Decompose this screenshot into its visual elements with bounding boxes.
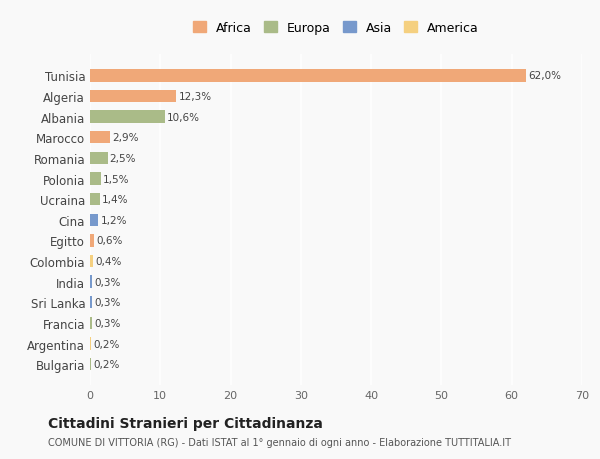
Text: Cittadini Stranieri per Cittadinanza: Cittadini Stranieri per Cittadinanza bbox=[48, 416, 323, 430]
Bar bbox=[90, 235, 94, 247]
Bar bbox=[90, 152, 107, 165]
Bar bbox=[90, 214, 98, 226]
Text: 0,3%: 0,3% bbox=[94, 297, 121, 308]
Text: 10,6%: 10,6% bbox=[167, 112, 200, 123]
Bar bbox=[90, 338, 91, 350]
Bar bbox=[90, 132, 110, 144]
Text: 1,5%: 1,5% bbox=[103, 174, 129, 184]
Text: 2,9%: 2,9% bbox=[112, 133, 139, 143]
Text: 0,4%: 0,4% bbox=[95, 257, 121, 267]
Text: 0,2%: 0,2% bbox=[94, 359, 120, 369]
Bar bbox=[90, 111, 164, 123]
Text: 12,3%: 12,3% bbox=[179, 92, 212, 102]
Bar bbox=[90, 276, 92, 288]
Text: 2,5%: 2,5% bbox=[110, 154, 136, 163]
Text: 62,0%: 62,0% bbox=[528, 71, 561, 81]
Bar bbox=[90, 70, 526, 83]
Bar bbox=[90, 358, 91, 370]
Text: 0,2%: 0,2% bbox=[94, 339, 120, 349]
Text: 0,6%: 0,6% bbox=[97, 236, 123, 246]
Text: COMUNE DI VITTORIA (RG) - Dati ISTAT al 1° gennaio di ogni anno - Elaborazione T: COMUNE DI VITTORIA (RG) - Dati ISTAT al … bbox=[48, 437, 511, 447]
Legend: Africa, Europa, Asia, America: Africa, Europa, Asia, America bbox=[190, 18, 482, 39]
Text: 0,3%: 0,3% bbox=[94, 318, 121, 328]
Bar bbox=[90, 194, 100, 206]
Text: 0,3%: 0,3% bbox=[94, 277, 121, 287]
Text: 1,4%: 1,4% bbox=[102, 195, 128, 205]
Bar bbox=[90, 173, 101, 185]
Bar bbox=[90, 91, 176, 103]
Bar bbox=[90, 297, 92, 309]
Bar bbox=[90, 317, 92, 330]
Bar bbox=[90, 255, 93, 268]
Text: 1,2%: 1,2% bbox=[101, 215, 127, 225]
